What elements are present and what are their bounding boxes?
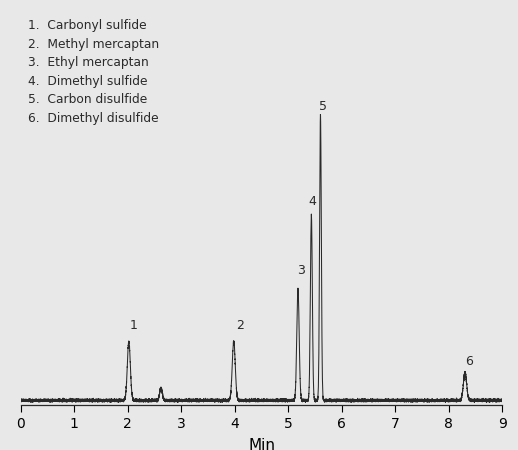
X-axis label: Min: Min bbox=[248, 438, 275, 450]
Text: 6: 6 bbox=[466, 355, 473, 368]
Text: 4: 4 bbox=[309, 195, 316, 208]
Text: 3: 3 bbox=[297, 264, 305, 277]
Text: 1.  Carbonyl sulfide
2.  Methyl mercaptan
3.  Ethyl mercaptan
4.  Dimethyl sulfi: 1. Carbonyl sulfide 2. Methyl mercaptan … bbox=[28, 19, 159, 125]
Text: 2: 2 bbox=[236, 319, 244, 332]
Text: 1: 1 bbox=[130, 319, 138, 332]
Text: 5: 5 bbox=[320, 99, 327, 112]
